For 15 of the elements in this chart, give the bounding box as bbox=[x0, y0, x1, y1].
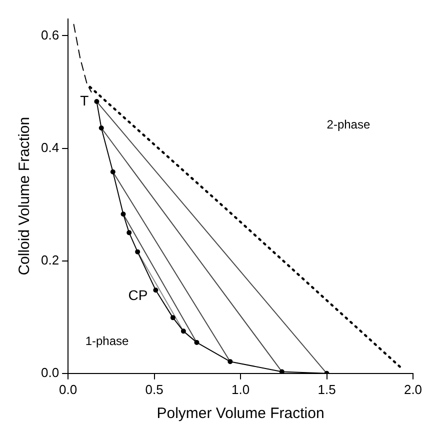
x-axis-title: Polymer Volume Fraction bbox=[156, 405, 324, 422]
annotation: CP bbox=[128, 286, 148, 303]
annotation: T bbox=[80, 92, 90, 108]
x-tick-label: 0.0 bbox=[59, 382, 78, 397]
annotation: 2-phase bbox=[326, 117, 370, 132]
y-axis-title: Colloid Volume Fraction bbox=[16, 116, 34, 276]
y-tick-label: 0.4 bbox=[40, 140, 60, 155]
x-tick-label: 0.5 bbox=[145, 382, 164, 397]
x-tick-label: 2.0 bbox=[404, 382, 422, 397]
y-tick-label: 0.6 bbox=[40, 27, 60, 42]
x-tick-label: 1.0 bbox=[231, 382, 250, 397]
y-tick-label: 0.0 bbox=[40, 364, 60, 380]
x-tick-label: 1.5 bbox=[318, 382, 336, 397]
annotation: 1-phase bbox=[85, 334, 130, 348]
y-tick-label: 0.2 bbox=[40, 252, 60, 268]
